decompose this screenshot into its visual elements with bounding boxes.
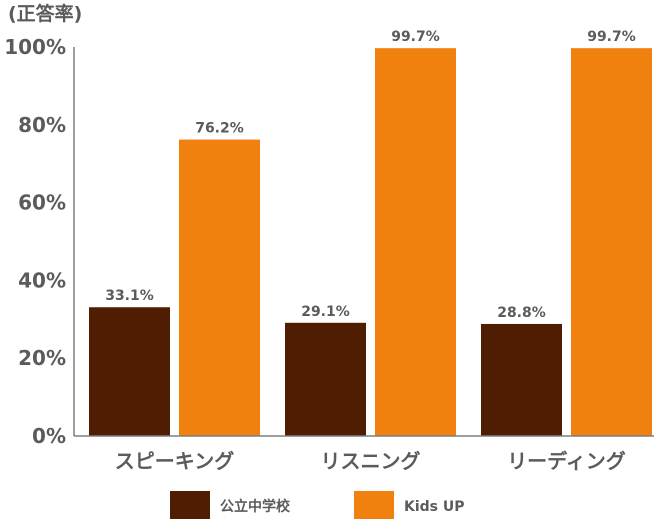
data-label: 99.7% bbox=[391, 29, 440, 45]
bar-kids-up-1 bbox=[375, 48, 456, 437]
legend-swatch bbox=[170, 491, 210, 519]
x-tick-label: スピーキング bbox=[115, 449, 234, 473]
legend-label: 公立中学校 bbox=[220, 498, 291, 515]
bar-public-school-2 bbox=[481, 323, 562, 436]
legend: 公立中学校 Kids UP bbox=[170, 491, 465, 519]
y-tick-label: 60% bbox=[18, 191, 66, 215]
data-labels: 33.1% 29.1% 28.8% 76.2% 99.7% 99.7% bbox=[105, 29, 636, 321]
y-tick-label: 40% bbox=[18, 268, 66, 292]
y-unit-label: (正答率) bbox=[8, 2, 82, 25]
y-axis-ticks: 0% 20% 40% 60% 80% 100% bbox=[4, 35, 66, 448]
bar-public-school-0 bbox=[89, 307, 170, 436]
x-tick-label: リスニング bbox=[321, 449, 421, 473]
x-axis-ticks: スピーキング リスニング リーディング bbox=[115, 449, 626, 473]
data-label: 76.2% bbox=[195, 121, 244, 137]
y-tick-label: 80% bbox=[18, 113, 66, 137]
data-label: 99.7% bbox=[587, 29, 636, 45]
data-label: 28.8% bbox=[497, 305, 546, 321]
y-tick-label: 0% bbox=[32, 424, 66, 448]
x-tick-label: リーディング bbox=[507, 449, 626, 473]
bar-kids-up-0 bbox=[179, 139, 260, 436]
data-label: 33.1% bbox=[105, 288, 154, 304]
y-tick-label: 20% bbox=[18, 346, 66, 370]
bars bbox=[89, 48, 652, 437]
bar-kids-up-2 bbox=[571, 48, 652, 437]
data-label: 29.1% bbox=[301, 304, 350, 320]
bar-public-school-1 bbox=[285, 322, 366, 436]
y-tick-label: 100% bbox=[4, 35, 66, 59]
legend-swatch bbox=[354, 491, 394, 519]
legend-label: Kids UP bbox=[404, 499, 465, 515]
